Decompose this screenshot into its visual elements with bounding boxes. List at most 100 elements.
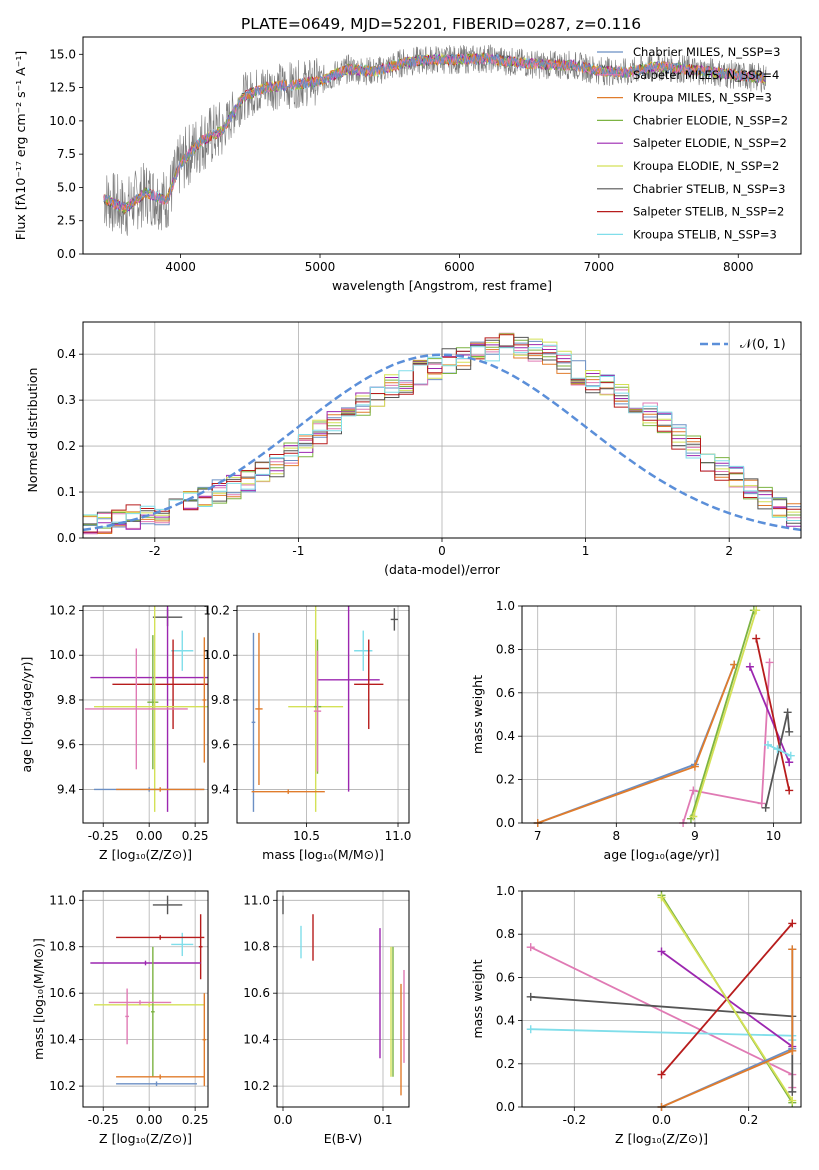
weight-marker xyxy=(788,919,797,928)
y-axis-label: age [log₁₀(age/yr)] xyxy=(19,657,34,773)
y-tick-label: 9.4 xyxy=(57,782,76,796)
x-tick-label: -0.25 xyxy=(88,1113,119,1127)
x-tick-label: 10.5 xyxy=(293,829,320,843)
y-tick-label: 5.0 xyxy=(57,180,76,194)
y-tick-label: 0.8 xyxy=(496,642,515,656)
legend-label: Salpeter MILES, N_SSP=4 xyxy=(633,68,779,82)
x-axis-label: Z [log₁₀(Z/Z⊙)] xyxy=(99,1131,192,1146)
weight-line xyxy=(692,610,758,817)
weight-marker xyxy=(788,1087,797,1096)
x-axis-label: mass [log₁₀(M/M⊙)] xyxy=(262,847,384,862)
y-tick-label: 0.0 xyxy=(57,247,76,261)
x-tick-label: -0.25 xyxy=(88,829,119,843)
y-tick-label: 9.8 xyxy=(57,693,76,707)
errorbars xyxy=(84,606,208,812)
weight-marker xyxy=(689,786,698,795)
y-tick-label: 15.0 xyxy=(49,47,76,61)
weight-marker xyxy=(761,803,770,812)
mass-vs-metallicity-panel: -0.25 0.00 0.25 10.2 10.4 10.6 10.8 11.0 Z [log₁… xyxy=(31,890,209,1146)
weight-marker xyxy=(788,1096,797,1105)
weight-marker xyxy=(689,812,698,821)
plot-frame xyxy=(82,890,209,1108)
x-axis-label: Z [log₁₀(Z/Z⊙)] xyxy=(99,847,192,862)
y-tick-label: 9.6 xyxy=(211,738,230,752)
x-tick-label: 8000 xyxy=(723,260,754,274)
weight-vs-metallicity-panel: -0.2 0.0 0.2 0.0 0.2 0.4 0.6 0.8 1.0 Z [log₁₀(Z/Z… xyxy=(470,884,802,1146)
weight-marker xyxy=(690,762,699,771)
x-tick-label: 0 xyxy=(438,544,446,558)
series xyxy=(533,606,795,827)
legend-label: Chabrier MILES, N_SSP=3 xyxy=(633,45,780,59)
weight-marker xyxy=(788,945,797,954)
x-axis-label: wavelength [Angstrom, rest frame] xyxy=(332,278,552,293)
y-tick-label: 10.8 xyxy=(49,940,76,954)
y-tick-label: 12.5 xyxy=(49,81,76,95)
y-tick-label: 10.6 xyxy=(243,986,270,1000)
y-axis-label: mass weight xyxy=(470,675,485,754)
y-tick-label: 10.6 xyxy=(49,986,76,1000)
weight-vs-age-panel: 7 8 9 10 0.0 0.2 0.4 0.6 0.8 1.0 age [log₁₀(age/yr… xyxy=(470,599,802,862)
x-tick-label: 0.25 xyxy=(182,1113,209,1127)
weight-marker xyxy=(526,943,535,952)
legend-label: Kroupa MILES, N_SSP=3 xyxy=(633,91,772,105)
y-tick-label: 0.2 xyxy=(496,1057,515,1071)
y-tick-label: 1.0 xyxy=(496,884,515,898)
y-tick-label: 0.2 xyxy=(57,439,76,453)
weight-marker xyxy=(657,1070,666,1079)
weight-line xyxy=(661,949,794,1108)
x-axis-label: Z [log₁₀(Z/Z⊙)] xyxy=(615,1131,708,1146)
mass-vs-ebv-panel: 0.0 0.1 10.2 10.4 10.6 10.8 11.0 E(B-V) xyxy=(243,890,410,1146)
y-tick-label: 10.2 xyxy=(49,603,76,617)
age-vs-mass-panel: 10.5 11.0 9.4 9.6 9.8 10.0 10.2 mass [log₁₀(M/M… xyxy=(203,603,411,862)
x-tick-label: 1 xyxy=(582,544,590,558)
weight-line xyxy=(749,666,791,763)
weight-marker xyxy=(526,992,535,1001)
errorbars xyxy=(251,606,399,812)
plot-frame xyxy=(521,890,802,1108)
weight-line xyxy=(764,712,791,809)
x-tick-label: 2 xyxy=(725,544,733,558)
y-tick-label: 10.2 xyxy=(49,1079,76,1093)
histogram-series xyxy=(83,336,801,525)
x-tick-label: -1 xyxy=(292,544,304,558)
y-tick-label: 0.6 xyxy=(496,970,515,984)
y-tick-label: 10.4 xyxy=(243,1033,270,1047)
weight-line xyxy=(537,664,736,824)
y-tick-label: 0.2 xyxy=(496,773,515,787)
plot-frame xyxy=(236,605,410,824)
plot-frame xyxy=(521,605,802,824)
y-tick-label: 9.4 xyxy=(211,782,230,796)
x-tick-label: -2 xyxy=(149,544,161,558)
y-tick-label: 2.5 xyxy=(57,214,76,228)
plot-frame xyxy=(82,605,209,824)
x-tick-label: 6000 xyxy=(444,260,475,274)
y-axis-label: mass [log₁₀(M/M⊙)] xyxy=(31,938,46,1060)
y-tick-label: 10.0 xyxy=(203,648,230,662)
y-tick-label: 0.8 xyxy=(496,927,515,941)
weight-marker xyxy=(657,947,666,956)
y-tick-label: 0.0 xyxy=(496,816,515,830)
plot-frame xyxy=(82,36,802,255)
y-tick-label: 10.8 xyxy=(243,940,270,954)
y-axis-label: Flux [fλ10⁻¹⁷ erg cm⁻² s⁻¹ A⁻¹] xyxy=(13,51,28,240)
y-tick-label: 0.4 xyxy=(496,1014,515,1028)
errorbars xyxy=(90,895,207,1087)
weight-marker xyxy=(785,758,794,767)
x-axis-label: age [log₁₀(age/yr)] xyxy=(604,847,720,862)
x-tick-label: 0.0 xyxy=(273,1113,292,1127)
weight-marker xyxy=(773,745,782,754)
y-tick-label: 9.6 xyxy=(57,738,76,752)
x-tick-label: 9 xyxy=(691,829,699,843)
y-tick-label: 0.0 xyxy=(496,1100,515,1114)
legend-label: 𝒩(0, 1) xyxy=(740,336,786,351)
spectrum-panel: 4000 5000 6000 7000 8000 0.0 2.5 5.0 7.5 10.0 12.5… xyxy=(13,36,802,293)
legend-label: Kroupa ELODIE, N_SSP=2 xyxy=(633,159,779,173)
weight-marker xyxy=(785,786,794,795)
weight-marker xyxy=(752,606,761,615)
histogram-series xyxy=(83,344,801,528)
x-tick-label: 5000 xyxy=(305,260,336,274)
y-tick-label: 0.6 xyxy=(496,686,515,700)
residual-histogram-panel: -2 -1 0 1 2 0.0 0.1 0.2 0.3 0.4 (data-model)/error… xyxy=(25,321,802,577)
weight-line xyxy=(661,949,794,1108)
